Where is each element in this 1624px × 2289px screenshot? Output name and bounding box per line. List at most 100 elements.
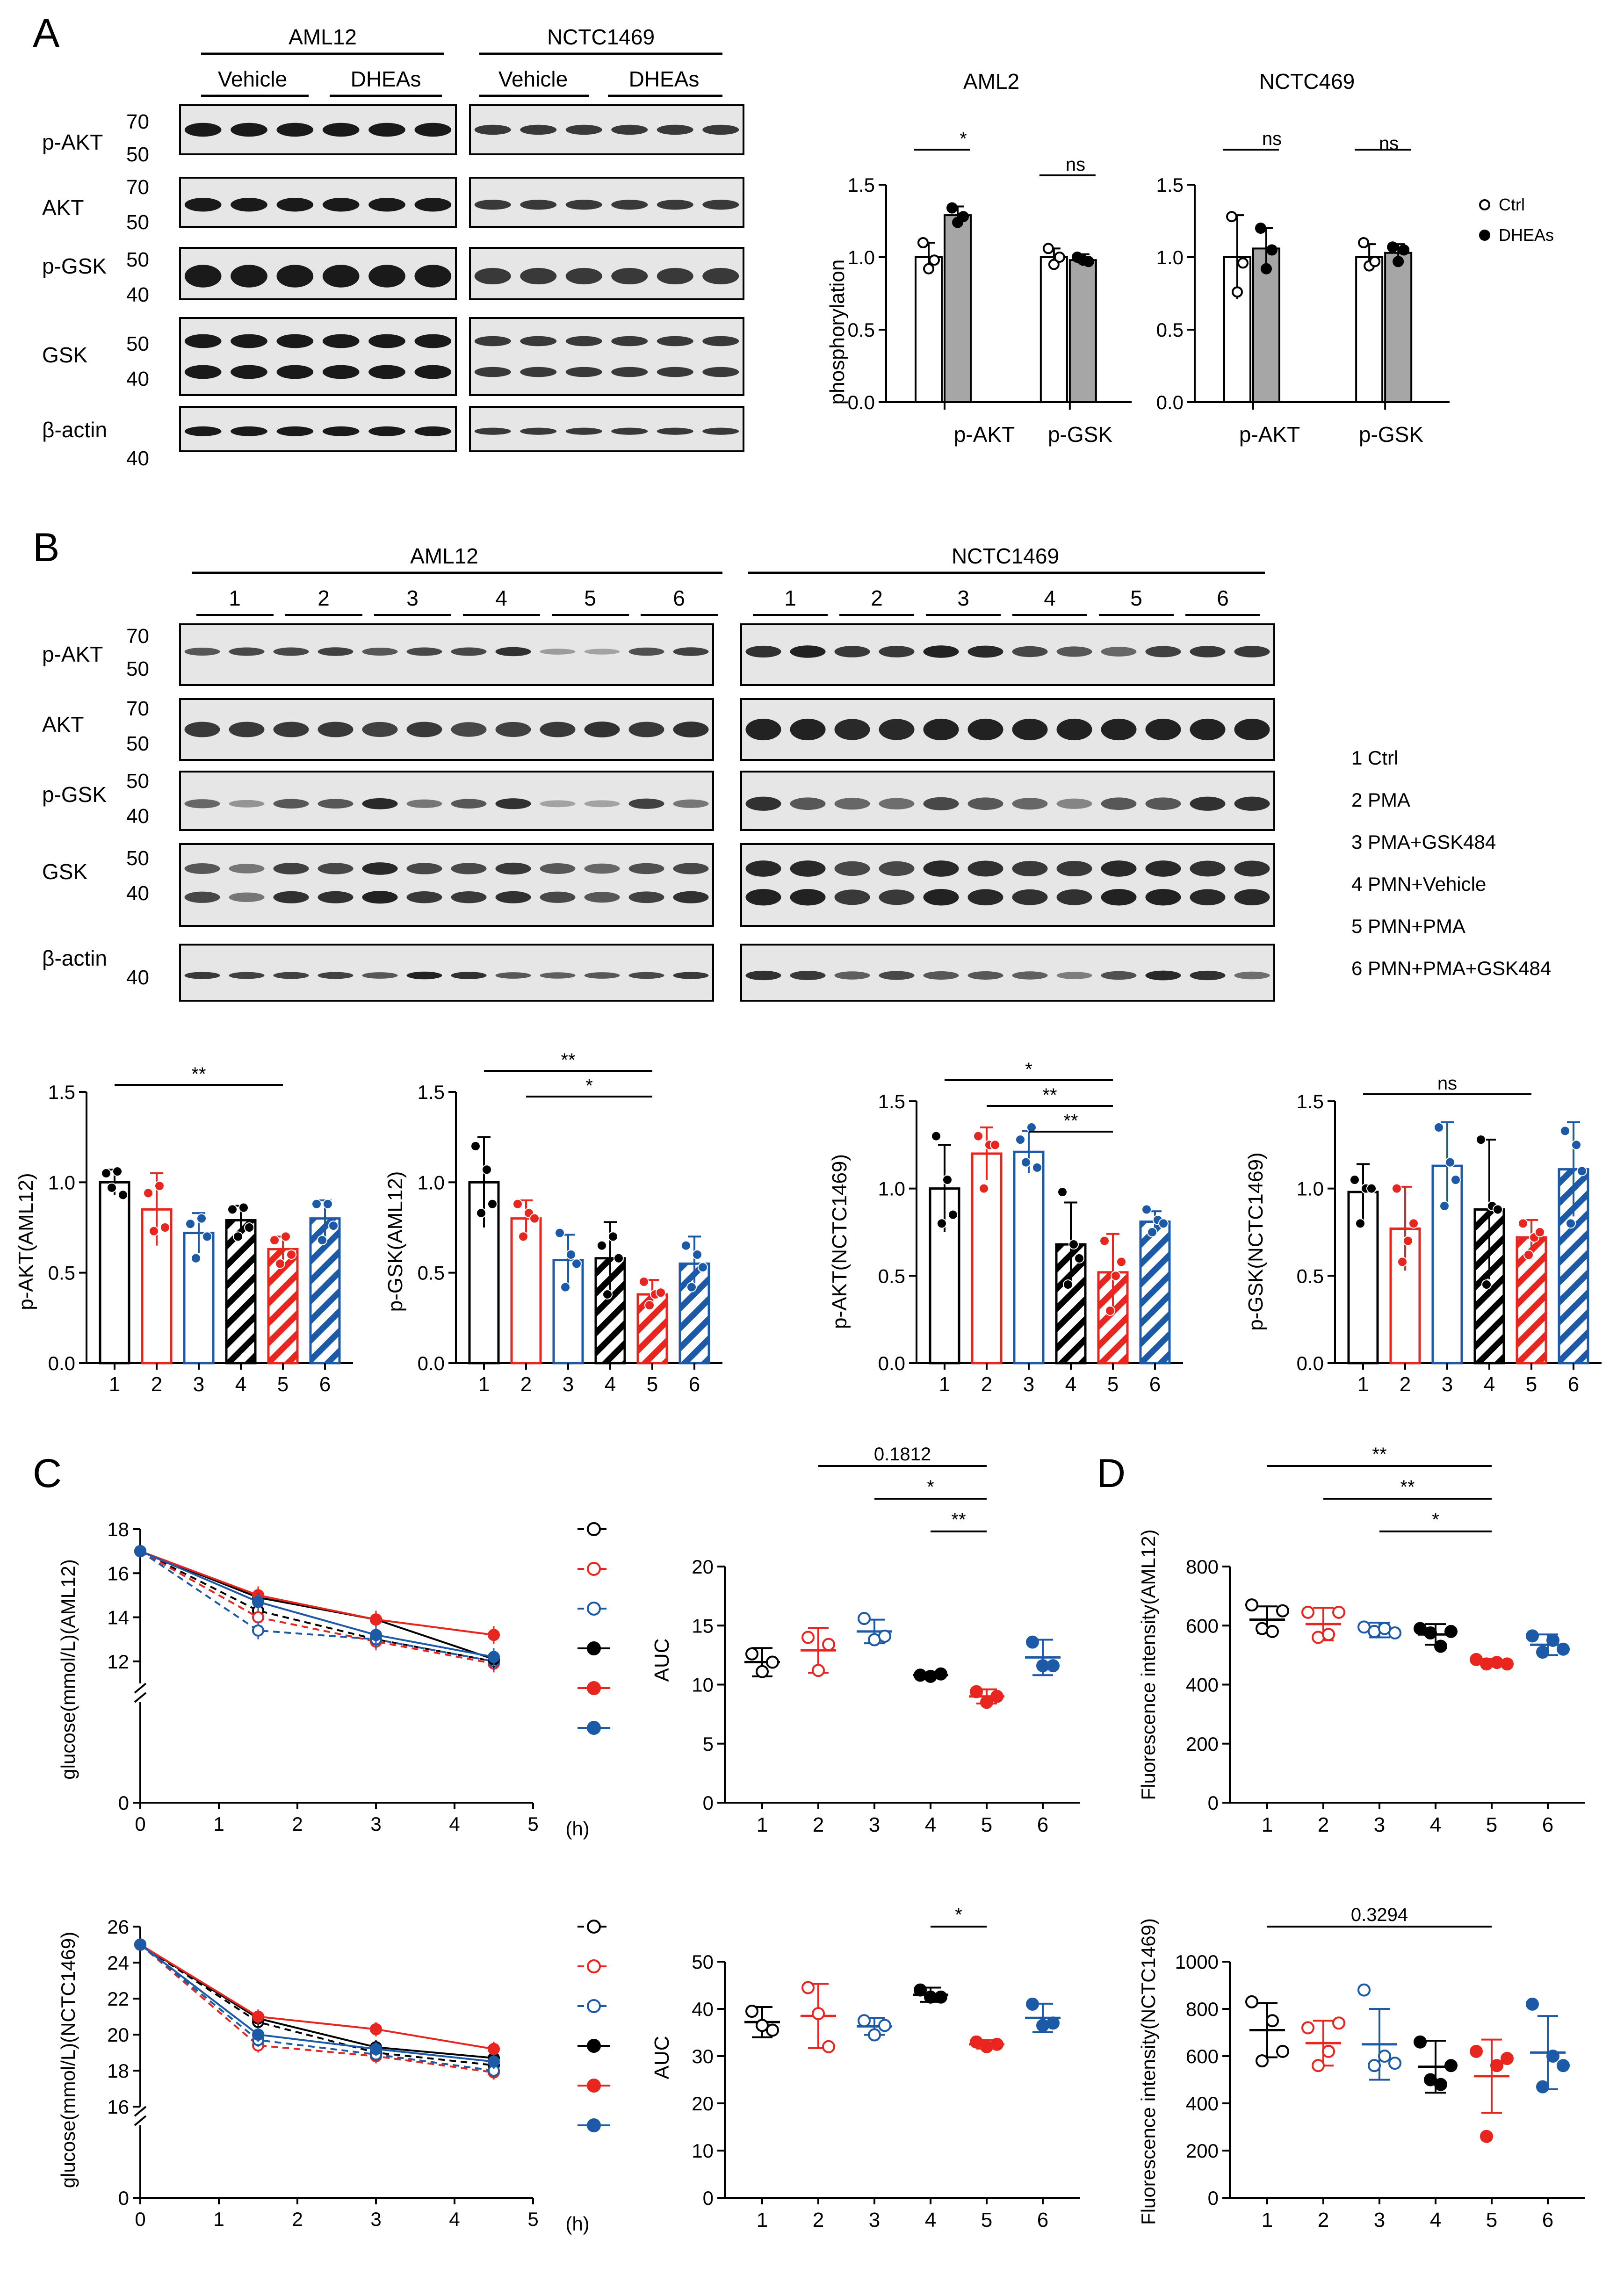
- lane-header-aml-4: 4: [495, 586, 507, 610]
- chart-a-nctc-point: [1393, 256, 1404, 267]
- chart-b3-point-4: [1063, 1279, 1073, 1290]
- chart-d-aml-point-5: [1501, 1657, 1514, 1671]
- chart-d-aml-xtick-label-5: 5: [1486, 1813, 1497, 1836]
- chart-a-aml-ylabel: phosphorylation: [826, 260, 849, 405]
- band: [184, 799, 220, 809]
- lane-header-aml-1: 1: [229, 586, 241, 610]
- band: [790, 971, 826, 980]
- chart-b2-point-5: [656, 1287, 666, 1298]
- chart-a-aml-bar-DHEAs-p-GSK: [1068, 259, 1097, 403]
- chart-c-aml-line-axis-break: [134, 1682, 147, 1694]
- band: [967, 860, 1003, 877]
- chart-c-nctc-line-legend-marker-1: [587, 1920, 601, 1934]
- chart-c-nctc-auc-point-5: [970, 2035, 983, 2049]
- chart-b1-point-1: [101, 1168, 111, 1178]
- chart-b4-xtick-label-6: 6: [1568, 1373, 1579, 1396]
- chart-b3-point-6: [1141, 1204, 1152, 1215]
- band: [1101, 888, 1137, 906]
- chart-d-aml-ytick-label: 600: [1186, 1615, 1219, 1637]
- chart-a-aml-bar-Ctrl-p-GSK: [1039, 256, 1068, 403]
- band: [318, 722, 354, 737]
- band: [790, 888, 826, 906]
- band: [1190, 970, 1226, 981]
- chart-b4-point-6: [1571, 1140, 1581, 1150]
- chart-b3-point-1: [931, 1131, 941, 1141]
- chart-c-aml-auc-ytick-label: 10: [692, 1674, 714, 1696]
- band: [923, 797, 959, 810]
- chart-b4-point-2: [1392, 1183, 1402, 1194]
- chart-a-aml-legend-1: Ctrl: [1499, 195, 1525, 214]
- chart-d-nctc-point-5: [1470, 2044, 1483, 2058]
- chart-a-nctc-bar-DHEAs-p-GSK: [1384, 252, 1413, 403]
- band: [673, 891, 709, 903]
- chart-b1-xtick-label-4: 4: [235, 1373, 246, 1396]
- band: [879, 889, 915, 905]
- chart-a-nctc-point: [1261, 263, 1272, 274]
- band: [495, 722, 531, 737]
- chart-d-nctc-point-2: [1332, 2016, 1345, 2030]
- band: [540, 722, 576, 737]
- chart-d-nctc-point-1: [1256, 2054, 1269, 2068]
- chart-c-nctc-line-series-6: [139, 1943, 494, 2063]
- chart-b3-point-4: [1074, 1253, 1084, 1264]
- band: [318, 863, 354, 874]
- chart-d-aml-point-4: [1444, 1625, 1458, 1638]
- chart-d-aml-xtick-label-2: 2: [1318, 1813, 1329, 1836]
- chart-c-nctc-auc-point-2: [812, 2007, 825, 2021]
- band: [923, 718, 959, 741]
- band: [1190, 889, 1226, 906]
- band: [474, 124, 511, 135]
- band: [657, 124, 693, 135]
- chart-a-nctc-point: [1226, 211, 1237, 223]
- band: [584, 722, 620, 737]
- chart-b2-point-1: [482, 1164, 492, 1175]
- band: [611, 367, 648, 377]
- band: [1234, 796, 1270, 811]
- chart-b2-point-5: [644, 1300, 655, 1311]
- chart-c-nctc-line-xtick-label: 0: [135, 2208, 145, 2230]
- chart-c-nctc-line-legend-marker-2: [587, 1959, 601, 1973]
- chart-c-aml-auc-point-1: [756, 1665, 769, 1678]
- chart-b4-point-3: [1451, 1175, 1461, 1185]
- chart-b4-point-1: [1366, 1183, 1377, 1194]
- blot-a-label-3: p-GSK: [42, 254, 107, 278]
- band: [184, 198, 222, 212]
- chart-a-nctc-point: [1255, 223, 1266, 234]
- blot-a-aml-row-1: [179, 104, 457, 155]
- chart-a-nctc-ytick-label: 1.5: [1156, 174, 1184, 196]
- chart-c-aml-line-series-4: [140, 1550, 494, 1661]
- band: [611, 267, 648, 285]
- chart-b1-point-4: [233, 1231, 243, 1242]
- chart-b1-ylabel: p-AKT(AML12): [14, 1173, 37, 1310]
- band: [231, 123, 267, 137]
- band: [923, 888, 959, 906]
- chart-b4-sig-label: ns: [1437, 1073, 1457, 1094]
- chart-c-nctc-auc-point-2: [822, 2040, 835, 2053]
- blot-a-marker-4a: 50: [126, 332, 149, 355]
- band: [273, 972, 309, 979]
- chart-c-nctc-line-series-5: [139, 1943, 494, 2050]
- band: [362, 891, 398, 904]
- chart-d-nctc-ytick-label: 800: [1186, 1998, 1219, 2020]
- chart-b3-point-2: [973, 1131, 983, 1141]
- chart-b4-point-4: [1493, 1204, 1503, 1215]
- chart-d-nctc-xtick-label-3: 3: [1374, 2209, 1385, 2231]
- band: [1234, 718, 1270, 741]
- chart-b4-point-6: [1560, 1126, 1570, 1136]
- band: [322, 198, 360, 212]
- chart-b1-point-3: [202, 1231, 212, 1242]
- band: [745, 718, 781, 741]
- band: [584, 800, 620, 808]
- chart-c-nctc-line-point-6: [134, 1938, 146, 1951]
- chart-b3-point-5: [1105, 1306, 1115, 1316]
- chart-c-nctc-auc-ytick-label: 30: [692, 2045, 714, 2067]
- band: [923, 860, 959, 877]
- chart-b1-point-2: [149, 1226, 159, 1236]
- chart-c-nctc-auc-point-3: [858, 2014, 871, 2028]
- band: [657, 427, 693, 435]
- chart-c-aml-line-series-5: [140, 1550, 494, 1636]
- chart-b2-sig-label: *: [585, 1076, 593, 1096]
- chart-b3-bar-6: [1139, 1220, 1171, 1365]
- chart-b2-point-6: [698, 1262, 708, 1273]
- chart-c-aml-line-series-1: [140, 1550, 494, 1662]
